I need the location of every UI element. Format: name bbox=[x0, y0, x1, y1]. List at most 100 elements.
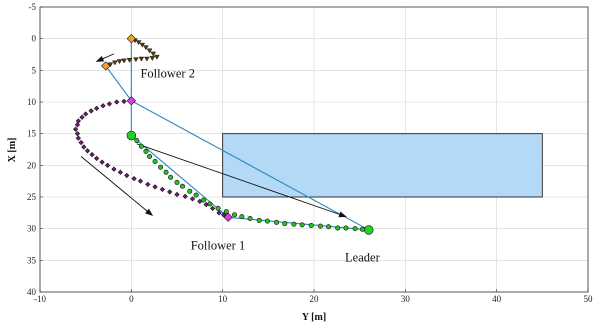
y-tick-label: 40 bbox=[27, 287, 37, 297]
follower-2-point bbox=[138, 56, 145, 62]
follower-1-point bbox=[124, 172, 130, 179]
follower-2-point bbox=[149, 56, 156, 61]
follower-1-point bbox=[104, 162, 111, 168]
follower-1-point bbox=[100, 103, 106, 109]
follower-2-point bbox=[154, 54, 160, 60]
follower-1-point bbox=[182, 193, 188, 199]
follower-2-point bbox=[135, 40, 142, 46]
follower-2-point bbox=[139, 42, 146, 48]
follower-1-point bbox=[74, 122, 81, 128]
direction-arrow bbox=[95, 53, 115, 62]
y-tick-label: 20 bbox=[27, 160, 37, 170]
follower-1-point bbox=[74, 131, 81, 137]
y-tick-label: -5 bbox=[29, 2, 37, 12]
leader-point bbox=[179, 183, 185, 189]
leader-point bbox=[274, 219, 280, 225]
follower-1-point bbox=[159, 186, 166, 193]
annotation-label: Leader bbox=[345, 251, 381, 265]
follower-1-point bbox=[137, 178, 144, 184]
leader-point bbox=[335, 225, 341, 231]
leader-point bbox=[282, 221, 288, 227]
follower-1-point bbox=[84, 148, 91, 154]
y-axis-label: X [m] bbox=[7, 138, 18, 163]
x-tick-label: 40 bbox=[492, 294, 502, 304]
obstacle-rect bbox=[222, 133, 543, 198]
follower-1-point bbox=[203, 201, 209, 208]
x-tick-label: 20 bbox=[310, 294, 320, 304]
follower-1-point bbox=[197, 198, 203, 205]
leader-point bbox=[147, 153, 153, 159]
leader-point bbox=[168, 174, 174, 180]
leader-point bbox=[239, 214, 245, 220]
leader-end-marker bbox=[364, 225, 374, 235]
follower-2-point bbox=[143, 45, 149, 51]
leader-point bbox=[163, 169, 169, 175]
follower-1-point bbox=[216, 210, 222, 216]
leader-start-marker bbox=[126, 130, 137, 141]
follower-2-point bbox=[112, 60, 118, 66]
leader-point bbox=[256, 217, 262, 223]
y-tick-label: 25 bbox=[27, 192, 37, 202]
follower-2-point bbox=[150, 51, 157, 57]
follower-1-point bbox=[131, 176, 137, 182]
obstacle-layer bbox=[222, 133, 543, 198]
trajectory-markers bbox=[72, 34, 374, 235]
follower-1-point bbox=[75, 135, 81, 141]
follower-2-point bbox=[144, 56, 150, 62]
leader-point bbox=[359, 226, 365, 232]
leader-point bbox=[317, 223, 323, 229]
follower-1-point bbox=[94, 155, 100, 161]
leader-point bbox=[343, 225, 349, 231]
follower-2-point bbox=[133, 57, 139, 63]
follower-1-point bbox=[72, 126, 79, 132]
leader-point bbox=[187, 188, 193, 194]
x-tick-label: 10 bbox=[218, 294, 228, 304]
follower-1-point bbox=[88, 108, 94, 114]
follower-1-point bbox=[83, 111, 89, 117]
leader-point bbox=[352, 226, 358, 232]
follower-1-point bbox=[117, 169, 123, 175]
y-tick-label: 15 bbox=[27, 129, 37, 139]
follower-1-point bbox=[106, 101, 113, 107]
leader-point bbox=[308, 223, 314, 229]
follower-2-point bbox=[121, 58, 127, 64]
leader-point bbox=[138, 143, 144, 149]
leader-point bbox=[143, 148, 149, 154]
follower-2-end-marker bbox=[101, 61, 111, 71]
y-tick-label: 35 bbox=[27, 255, 37, 265]
annotation-labels: Follower 2 Follower 1 Leader bbox=[140, 66, 380, 264]
leader-point bbox=[200, 197, 206, 203]
leader-point bbox=[299, 222, 305, 228]
leader-point bbox=[264, 218, 270, 224]
x-tick-label: -10 bbox=[34, 294, 46, 304]
follower-1-start-marker bbox=[126, 96, 136, 106]
direction-arrows bbox=[80, 53, 347, 218]
x-tick-label: 30 bbox=[401, 294, 411, 304]
follower-2-start-marker bbox=[126, 34, 136, 44]
follower-1-point bbox=[145, 181, 151, 187]
follower-2-point bbox=[116, 59, 123, 65]
leader-point bbox=[158, 164, 164, 170]
follower-1-point bbox=[81, 144, 87, 150]
follower-1-point bbox=[79, 114, 85, 120]
leader-point bbox=[193, 192, 199, 198]
y-tick-label: 10 bbox=[27, 97, 37, 107]
follower-1-point bbox=[209, 205, 216, 212]
follower-2-point bbox=[146, 48, 153, 54]
leader-point bbox=[247, 216, 253, 222]
leader-point bbox=[215, 205, 221, 211]
x-axis-ticks: -10 0 10 20 30 40 50 bbox=[34, 289, 593, 304]
annotation-label: Follower 2 bbox=[140, 66, 195, 80]
follower-1-point bbox=[174, 191, 180, 198]
annotation-label: Follower 1 bbox=[191, 239, 246, 253]
follower-1-end-marker bbox=[223, 212, 233, 222]
follower-1-point bbox=[220, 212, 227, 218]
follower-1-point bbox=[152, 184, 158, 190]
x-tick-label: 50 bbox=[584, 294, 594, 304]
direction-arrow bbox=[80, 156, 154, 217]
follower-1-point bbox=[167, 189, 173, 195]
follower-1-point bbox=[99, 159, 105, 165]
leader-point bbox=[152, 159, 158, 165]
follower-1-point bbox=[89, 151, 95, 158]
